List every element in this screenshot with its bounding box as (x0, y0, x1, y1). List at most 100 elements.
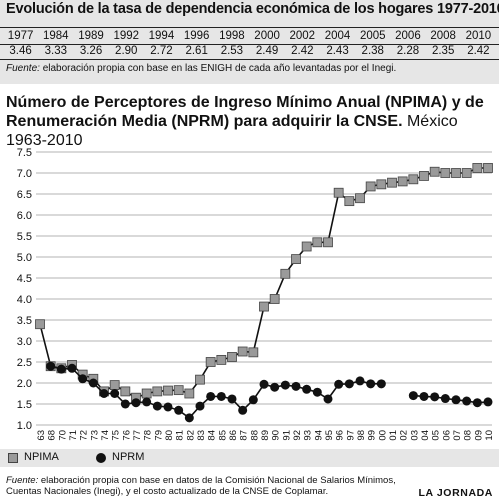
nprm-point (355, 376, 365, 386)
dependency-year-cell: 1984 (43, 30, 69, 42)
dependency-value-cell: 2.42 (467, 45, 490, 57)
nprm-point (110, 389, 120, 398)
dependency-value-cell: 3.26 (79, 45, 103, 57)
x-tick-label: 80 (164, 430, 175, 441)
y-tick-label: 7.5 (17, 147, 32, 159)
nprm-point (430, 392, 440, 402)
dependency-value-cell: 2.38 (361, 45, 384, 57)
y-tick-label: 2.0 (17, 378, 32, 390)
npima-point (120, 386, 131, 397)
y-tick-label: 5.0 (17, 252, 32, 264)
dependency-years-row: 1977 1984 1989 1992 1994 1996 1998 2000 2002 2004… (0, 27, 499, 45)
dependency-value-cell: 2.90 (115, 45, 138, 57)
x-tick-label: 99 (367, 430, 378, 441)
nprm-point (323, 394, 333, 404)
npima-point (237, 346, 248, 357)
npima-point (109, 380, 120, 391)
x-tick-label: 93 (303, 430, 314, 441)
npima-point (141, 388, 152, 399)
y-tick-label: 1.0 (17, 420, 32, 432)
x-tick-label: 63 (36, 430, 47, 441)
npima-point (195, 374, 205, 385)
nprm-point (67, 363, 77, 373)
dependency-value-cell: 2.42 (291, 45, 314, 57)
x-tick-label: 10 (484, 430, 495, 441)
npima-point (259, 301, 269, 312)
npima-point (333, 187, 344, 198)
npima-point (355, 193, 365, 204)
legend-npima-label: NPIMA (24, 451, 59, 463)
nprm-point (248, 395, 258, 405)
dependency-value-cell: 2.61 (185, 45, 208, 57)
x-tick-label: 85 (217, 430, 228, 441)
npima-point (312, 237, 323, 248)
dependency-year-cell: 2006 (395, 30, 421, 42)
nprm-point (206, 391, 216, 401)
npima-point (472, 163, 483, 173)
x-tick-label: 00 (377, 430, 388, 441)
x-tick-label: 72 (79, 430, 90, 441)
nprm-point (366, 379, 376, 389)
nprm-point (88, 378, 98, 388)
x-tick-label: 84 (207, 430, 218, 441)
nprm-point (312, 387, 322, 397)
nprm-point (440, 394, 450, 404)
dependency-year-cell: 1977 (7, 30, 34, 42)
npima-point (376, 179, 387, 190)
npima-point (419, 171, 429, 181)
nprm-point (99, 389, 109, 398)
dependency-year-cell: 1994 (148, 30, 175, 42)
npima-point (269, 294, 280, 304)
y-tick-label: 7.0 (17, 168, 32, 180)
dependency-value-cell: 3.33 (44, 45, 67, 57)
x-tick-label: 68 (47, 430, 58, 441)
x-tick-label: 75 (111, 430, 122, 441)
nprm-point (483, 397, 493, 407)
nprm-point (462, 396, 472, 406)
npima-point (461, 168, 472, 178)
npima-point (35, 319, 45, 330)
npima-point (387, 177, 397, 188)
nprm-point (184, 413, 194, 423)
nprm-point (78, 374, 88, 384)
dependency-year-cell: 2000 (254, 30, 280, 42)
y-tick-label: 5.5 (17, 231, 32, 243)
npima-point (173, 385, 184, 396)
legend-nprm-label: NPRM (112, 451, 145, 463)
nprm-point (56, 364, 66, 374)
dependency-year-cell: 2010 (465, 30, 492, 42)
npima-point (163, 385, 173, 396)
nprm-point (227, 394, 237, 404)
x-tick-label: 76 (121, 430, 132, 441)
x-tick-label: 98 (356, 430, 367, 441)
dependency-year-cell: 1992 (113, 30, 140, 42)
dependency-value-cell: 2.49 (255, 45, 279, 57)
chart-source-label: Fuente: (6, 475, 39, 486)
npima-point (152, 386, 163, 397)
x-tick-label: 95 (324, 430, 335, 441)
chart-title: Número de Perceptores de Ingreso Mínimo … (6, 93, 496, 150)
dependency-value-cell: 2.53 (220, 45, 244, 57)
x-tick-label: 92 (292, 430, 303, 441)
npima-point (301, 241, 312, 252)
x-tick-label: 02 (399, 430, 410, 441)
y-tick-label: 2.5 (17, 357, 32, 369)
npima-point (227, 352, 237, 362)
x-tick-label: 88 (249, 430, 260, 441)
x-tick-label: 77 (132, 430, 143, 441)
dependency-value-cell: 3.46 (9, 45, 32, 57)
x-tick-label: 05 (431, 430, 442, 441)
y-tick-label: 3.0 (17, 336, 32, 348)
npima-point (184, 388, 195, 399)
x-tick-label: 07 (452, 430, 463, 441)
chart-source-text: elaboración propia con base en datos de … (6, 475, 396, 497)
x-tick-label: 86 (228, 430, 239, 441)
x-tick-label: 97 (345, 430, 356, 441)
chart-title-main: Número de Perceptores de Ingreso Mínimo … (6, 94, 484, 130)
dependency-value-cell: 2.72 (150, 45, 173, 57)
dependency-rate-title: Evolución de la tasa de dependencia econ… (6, 1, 499, 17)
x-tick-label: 74 (100, 430, 111, 441)
nprm-point (195, 401, 205, 411)
y-tick-label: 4.5 (17, 273, 32, 285)
x-tick-label: 82 (185, 430, 196, 441)
